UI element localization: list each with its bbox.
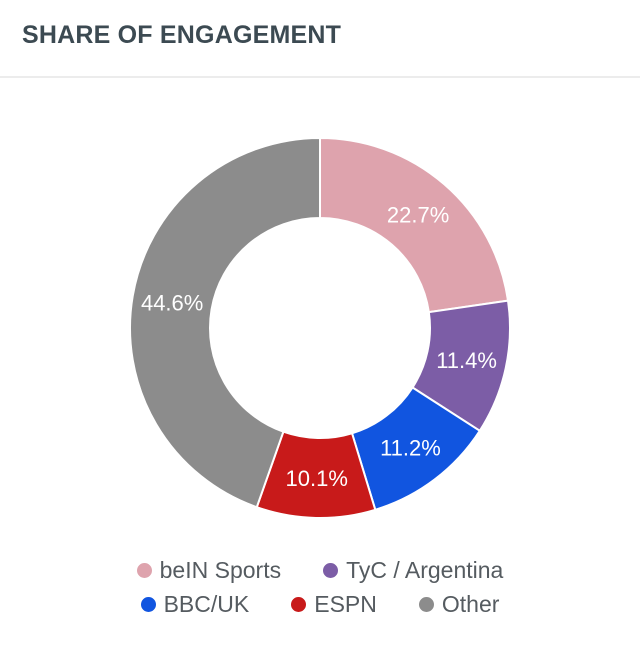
legend-swatch-icon [323, 562, 339, 578]
chart-title: SHARE OF ENGAGEMENT [22, 20, 342, 49]
legend-label: beIN Sports [159, 556, 282, 583]
legend-swatch-icon [418, 596, 434, 612]
legend-label: ESPN [314, 590, 377, 617]
legend-swatch-icon [140, 596, 156, 612]
legend-item-espn[interactable]: ESPN [291, 591, 377, 618]
legend-item-bbc-uk[interactable]: BBC/UK [140, 590, 250, 618]
slice-other[interactable] [129, 136, 321, 509]
legend-swatch-icon [136, 562, 152, 578]
legend-label: BBC/UK [163, 590, 250, 617]
legend-swatch-icon [291, 596, 307, 612]
slice-label-bein-sports: 22.7% [387, 203, 449, 228]
legend-item-tyc-argentina[interactable]: TyC / Argentina [323, 557, 503, 584]
legend-row: beIN Sports TyC / Argentina [0, 553, 640, 587]
legend-label: Other [441, 590, 500, 617]
slice-label-espn: 10.1% [286, 466, 348, 491]
legend-label: TyC / Argentina [346, 556, 504, 583]
legend-item-bein-sports[interactable]: beIN Sports [136, 556, 282, 584]
chart-legend: beIN Sports TyC / Argentina BBC/UK ESPN Othe… [0, 553, 640, 621]
slice-label-tyc-argentina: 11.4% [436, 348, 497, 373]
slice-label-bbc-uk: 11.2% [380, 436, 441, 461]
legend-item-other[interactable]: Other [418, 590, 500, 618]
slice-bein-sports[interactable] [319, 136, 510, 314]
legend-row: BBC/UK ESPN Other [0, 587, 640, 621]
card-header: SHARE OF ENGAGEMENT [0, 0, 640, 78]
slice-label-other: 44.6% [141, 291, 203, 316]
